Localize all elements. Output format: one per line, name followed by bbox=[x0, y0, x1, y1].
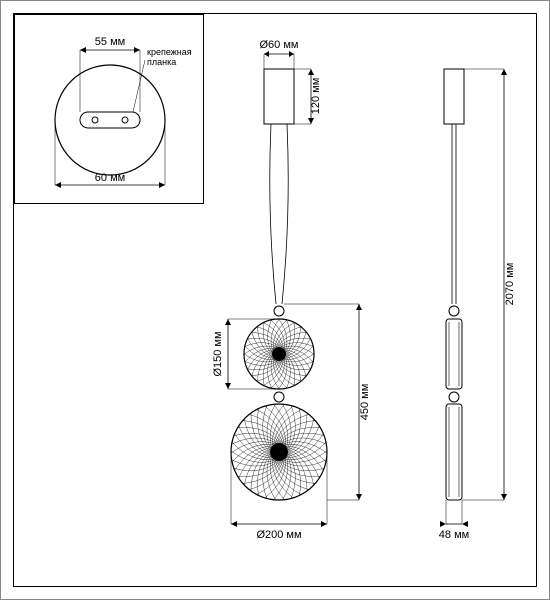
side-view: 2070 мм 48 мм bbox=[439, 69, 516, 541]
dim-canopy-dia-label: Ø60 мм bbox=[260, 39, 299, 51]
front-disc-1 bbox=[244, 319, 314, 389]
dim-disc1-label: Ø150 мм bbox=[212, 331, 224, 376]
front-disc-2 bbox=[231, 404, 327, 500]
front-cord-1 bbox=[270, 124, 276, 304]
dim-canopy-h-label: 120 мм bbox=[310, 78, 322, 115]
front-canopy bbox=[264, 69, 294, 124]
front-view: Ø60 мм 120 мм bbox=[212, 39, 371, 541]
outer-frame: 55 мм крепежная планка 60 мм bbox=[0, 0, 550, 600]
dim-450-label: 450 мм bbox=[359, 384, 371, 421]
front-bead-1 bbox=[274, 306, 284, 316]
side-canopy bbox=[444, 69, 464, 124]
dim-disc2-label: Ø200 мм bbox=[256, 529, 301, 541]
dim-48-label: 48 мм bbox=[439, 529, 469, 541]
drawing-border: 55 мм крепежная планка 60 мм bbox=[13, 13, 537, 587]
side-bead-1 bbox=[449, 306, 459, 316]
side-disc-1 bbox=[446, 319, 462, 389]
front-cord-2 bbox=[282, 124, 288, 304]
main-svg: Ø60 мм 120 мм bbox=[14, 14, 538, 588]
front-bead-2 bbox=[274, 392, 284, 402]
dim-2070-label: 2070 мм bbox=[504, 263, 516, 306]
side-bead-2 bbox=[449, 392, 459, 402]
side-disc-2 bbox=[446, 404, 462, 500]
